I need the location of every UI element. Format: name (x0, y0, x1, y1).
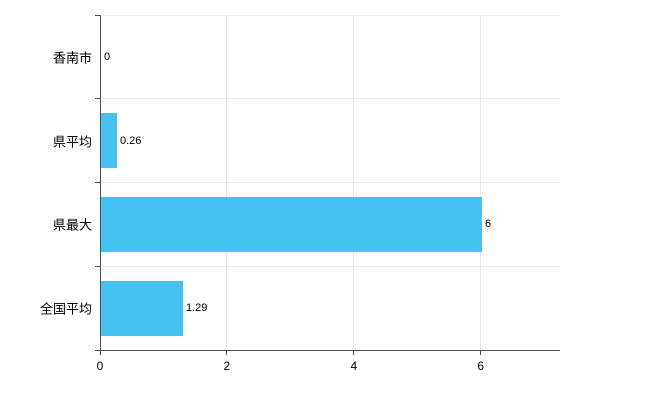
bar-2 (101, 196, 482, 252)
x-tick-label: 4 (350, 359, 358, 373)
gridline-horizontal (100, 14, 560, 16)
x-tick-label: 6 (477, 359, 485, 373)
x-tick-label: 0 (96, 359, 104, 373)
category-tick (95, 14, 100, 16)
bar-1 (101, 113, 117, 169)
gridline-vertical (480, 15, 482, 350)
gridline-vertical (226, 15, 228, 350)
category-label: 県最大 (52, 217, 92, 233)
x-tick (99, 350, 101, 355)
gridline-horizontal (100, 265, 560, 267)
y-axis-line (99, 15, 101, 351)
category-tick (95, 98, 100, 100)
category-label: 全国平均 (39, 301, 92, 317)
x-tick (353, 350, 355, 355)
category-tick (95, 265, 100, 267)
category-label: 香南市 (52, 50, 92, 66)
x-axis-line (95, 349, 560, 351)
value-label: 1.29 (186, 302, 208, 315)
category-label: 県平均 (52, 134, 92, 150)
value-label: 6 (485, 218, 492, 231)
gridline-vertical (353, 15, 355, 350)
x-tick-label: 2 (223, 359, 231, 373)
x-tick (226, 350, 228, 355)
x-tick (480, 350, 482, 355)
gridline-horizontal (100, 98, 560, 100)
gridline-horizontal (100, 182, 560, 183)
bar-3 (101, 280, 183, 336)
value-label: 0 (104, 50, 111, 63)
category-tick (95, 182, 100, 183)
value-label: 0.26 (120, 134, 142, 147)
